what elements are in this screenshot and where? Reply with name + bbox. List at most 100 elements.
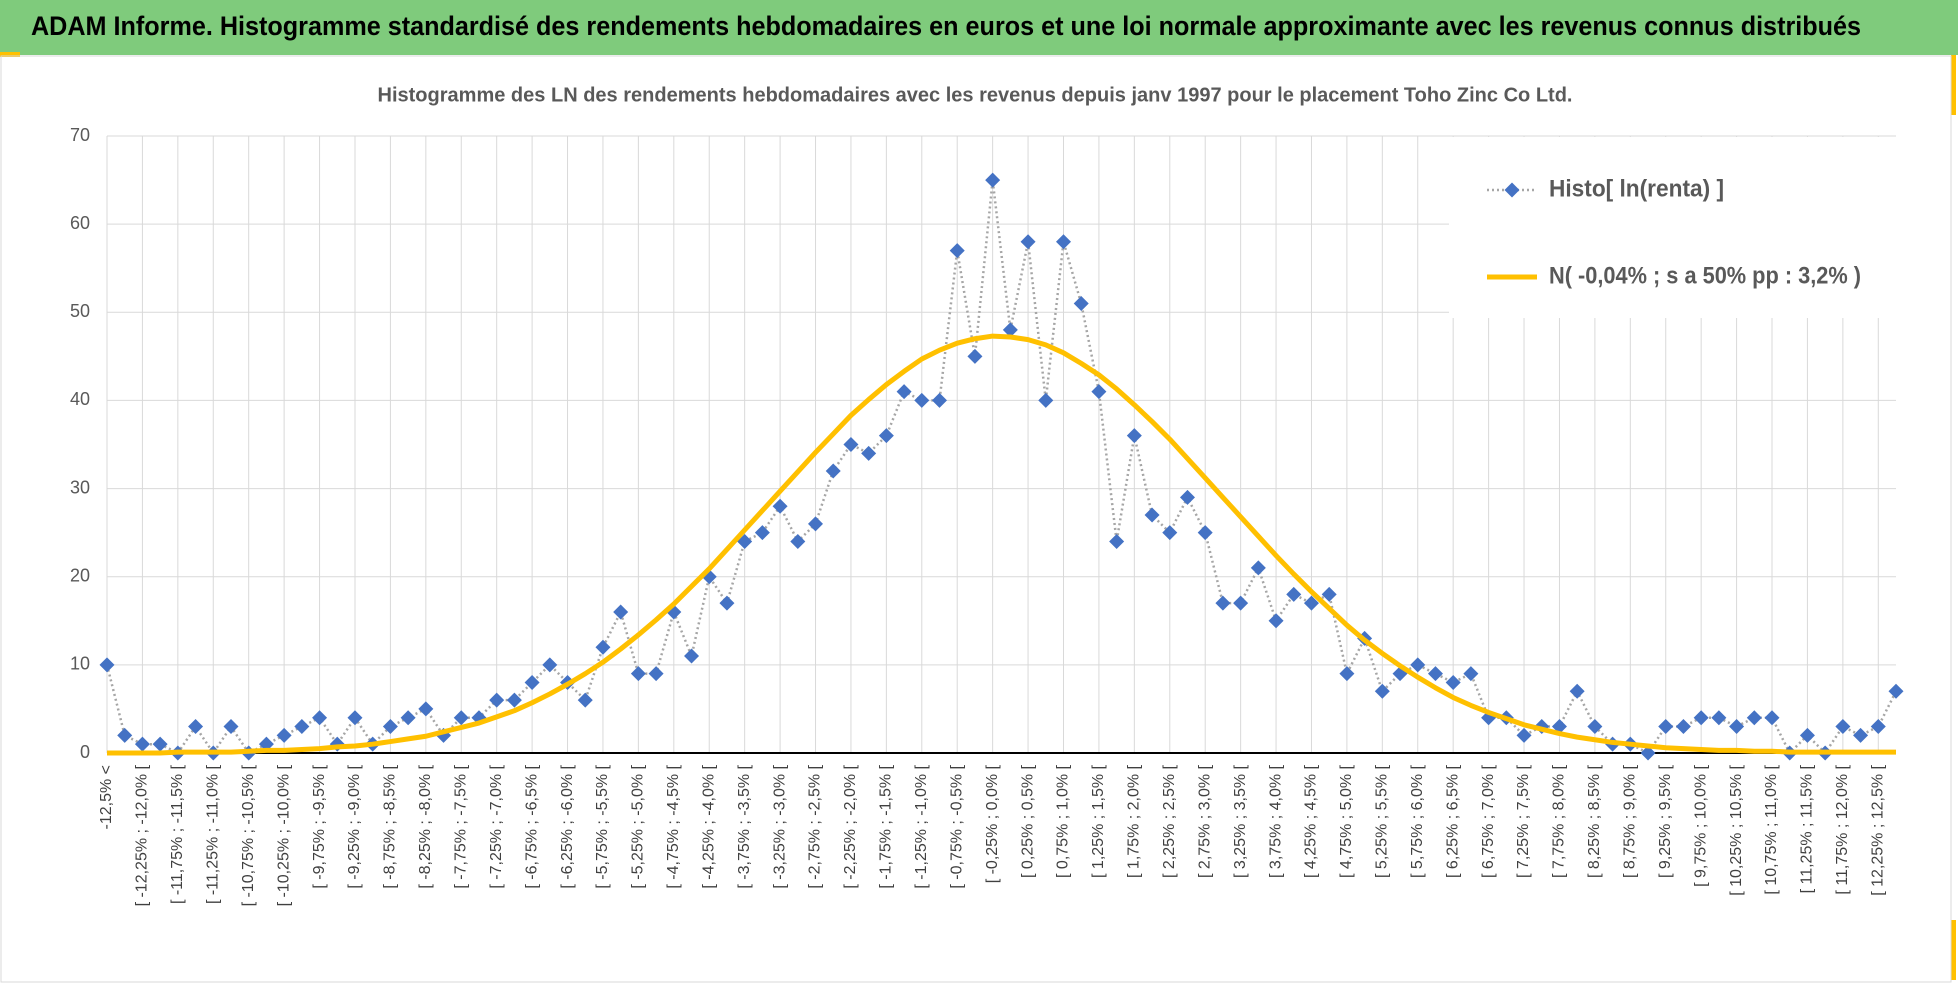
data-point bbox=[1835, 719, 1851, 735]
x-tick-label: [ -11,75% ; -11,5% [ bbox=[169, 764, 186, 904]
legend: Histo[ ln(renta) ] N( -0,04% ; s a 50% pp… bbox=[1449, 137, 1898, 318]
y-tick-label: 30 bbox=[70, 477, 90, 497]
data-point bbox=[648, 666, 664, 682]
legend-label: Histo[ ln(renta) ] bbox=[1549, 175, 1724, 202]
data-point bbox=[1729, 719, 1745, 735]
data-point bbox=[1799, 727, 1815, 743]
x-tick-label: [ 5,75% ; 6,0% [ bbox=[1409, 764, 1426, 878]
data-point bbox=[1073, 295, 1089, 311]
data-point bbox=[1250, 560, 1266, 576]
legend-box bbox=[1449, 137, 1898, 318]
data-point bbox=[1427, 666, 1443, 682]
data-point bbox=[134, 736, 150, 752]
data-point bbox=[577, 692, 593, 708]
page-title: ADAM Informe. Histogramme standardisé de… bbox=[31, 11, 1861, 41]
x-tick-label: [ -5,75% ; -5,5% [ bbox=[594, 764, 611, 888]
x-tick-label: [ 4,25% ; 4,5% [ bbox=[1303, 764, 1320, 878]
x-tick-label: [ -2,75% ; -2,5% [ bbox=[807, 764, 824, 888]
data-point bbox=[1711, 710, 1727, 726]
data-point bbox=[1055, 234, 1071, 250]
x-tick-label: [ -6,75% ; -6,5% [ bbox=[523, 764, 540, 888]
x-tick-label: [ -3,25% ; -3,0% [ bbox=[771, 764, 788, 888]
data-point bbox=[152, 736, 168, 752]
x-tick-label: [ -10,25% ; -10,0% [ bbox=[275, 764, 292, 906]
x-tick-label: [ 5,25% ; 5,5% [ bbox=[1374, 764, 1391, 878]
data-point bbox=[1162, 525, 1178, 541]
x-tick-label: [ 1,25% ; 1,5% [ bbox=[1090, 764, 1107, 878]
x-tick-label: [ -7,75% ; -7,5% [ bbox=[452, 764, 469, 888]
data-point bbox=[1888, 683, 1904, 699]
data-point bbox=[400, 710, 416, 726]
y-tick-label: 70 bbox=[70, 125, 90, 145]
accent bbox=[0, 52, 20, 57]
data-point bbox=[506, 692, 522, 708]
data-point bbox=[878, 428, 894, 444]
x-tick-label: [ 4,75% ; 5,0% [ bbox=[1338, 764, 1355, 878]
x-tick-label: [ 6,75% ; 7,0% [ bbox=[1480, 764, 1497, 878]
x-tick-label: [ 3,25% ; 3,5% [ bbox=[1232, 764, 1249, 878]
data-point bbox=[524, 674, 540, 690]
data-point bbox=[985, 172, 1001, 188]
y-tick-label: 50 bbox=[70, 301, 90, 321]
data-point bbox=[630, 666, 646, 682]
data-point bbox=[772, 498, 788, 514]
data-point bbox=[825, 463, 841, 479]
x-tick-label: [ 9,75% ; 10,0% [ bbox=[1692, 764, 1709, 886]
data-point bbox=[99, 657, 115, 673]
y-tick-label: 10 bbox=[70, 654, 90, 674]
data-point bbox=[294, 719, 310, 735]
x-tick-label: [ -12,25% ; -12,0% [ bbox=[134, 764, 151, 906]
data-point bbox=[1587, 719, 1603, 735]
x-tick-label: [ 1,75% ; 2,0% [ bbox=[1126, 764, 1143, 878]
chart-frame bbox=[0, 55, 1952, 983]
x-tick-label: [ -3,75% ; -3,5% [ bbox=[736, 764, 753, 888]
x-tick-label: [ 0,25% ; 0,5% [ bbox=[1019, 764, 1036, 878]
x-tick-label: [ 8,75% ; 9,0% [ bbox=[1622, 764, 1639, 878]
data-point bbox=[1445, 674, 1461, 690]
data-point bbox=[382, 719, 398, 735]
x-tick-label: [ 7,75% ; 8,0% [ bbox=[1551, 764, 1568, 878]
series-line bbox=[107, 333, 1896, 756]
legend-marker bbox=[1504, 182, 1520, 198]
x-tick-label: [ -8,25% ; -8,0% [ bbox=[417, 764, 434, 888]
data-point bbox=[1321, 586, 1337, 602]
data-point bbox=[932, 392, 948, 408]
data-point bbox=[861, 445, 877, 461]
x-tick-label: [ 10,75% ; 11,0% [ bbox=[1763, 764, 1780, 894]
data-point bbox=[684, 648, 700, 664]
y-tick-label: 40 bbox=[70, 389, 90, 409]
data-point bbox=[843, 437, 859, 452]
x-tick-label: [ 3,75% ; 4,0% [ bbox=[1267, 764, 1284, 878]
data-point bbox=[1126, 428, 1142, 444]
x-tick-label: [ 2,25% ; 2,5% [ bbox=[1161, 764, 1178, 878]
data-point bbox=[1693, 710, 1709, 726]
x-tick-label: [ -4,75% ; -4,5% [ bbox=[665, 764, 682, 888]
x-tick-label: [ 2,75% ; 3,0% [ bbox=[1196, 764, 1213, 878]
x-tick-label: [ 11,25% ; 11,5% [ bbox=[1799, 764, 1816, 893]
x-tick-label: -12,5% < bbox=[98, 765, 115, 829]
x-tick-label: [ 0,75% ; 1,0% [ bbox=[1055, 764, 1072, 878]
data-point bbox=[1516, 727, 1532, 743]
x-tick-label: [ -1,75% ; -1,5% [ bbox=[878, 764, 895, 888]
data-point bbox=[790, 533, 806, 549]
accent bbox=[1951, 920, 1956, 980]
grid: 0 10 20 30 40 50 60 70 -12,5% < [ -12,25% ; -12,0… bbox=[70, 125, 1896, 906]
data-point bbox=[949, 243, 965, 259]
plot bbox=[99, 172, 1904, 761]
data-point bbox=[1091, 384, 1107, 400]
data-point bbox=[1179, 489, 1195, 505]
data-point bbox=[188, 719, 204, 735]
x-tick-label: [ -0,75% ; -0,5% [ bbox=[948, 764, 965, 888]
data-point bbox=[1569, 683, 1585, 699]
accent bbox=[1951, 55, 1956, 115]
header-bar bbox=[0, 0, 1958, 55]
data-point bbox=[347, 710, 363, 726]
data-point bbox=[1233, 595, 1249, 611]
data-point bbox=[967, 348, 983, 364]
data-point bbox=[1463, 666, 1479, 682]
data-point bbox=[312, 710, 328, 726]
data-point bbox=[1764, 710, 1780, 726]
y-tick-label: 20 bbox=[70, 565, 90, 585]
data-point bbox=[1144, 507, 1160, 523]
